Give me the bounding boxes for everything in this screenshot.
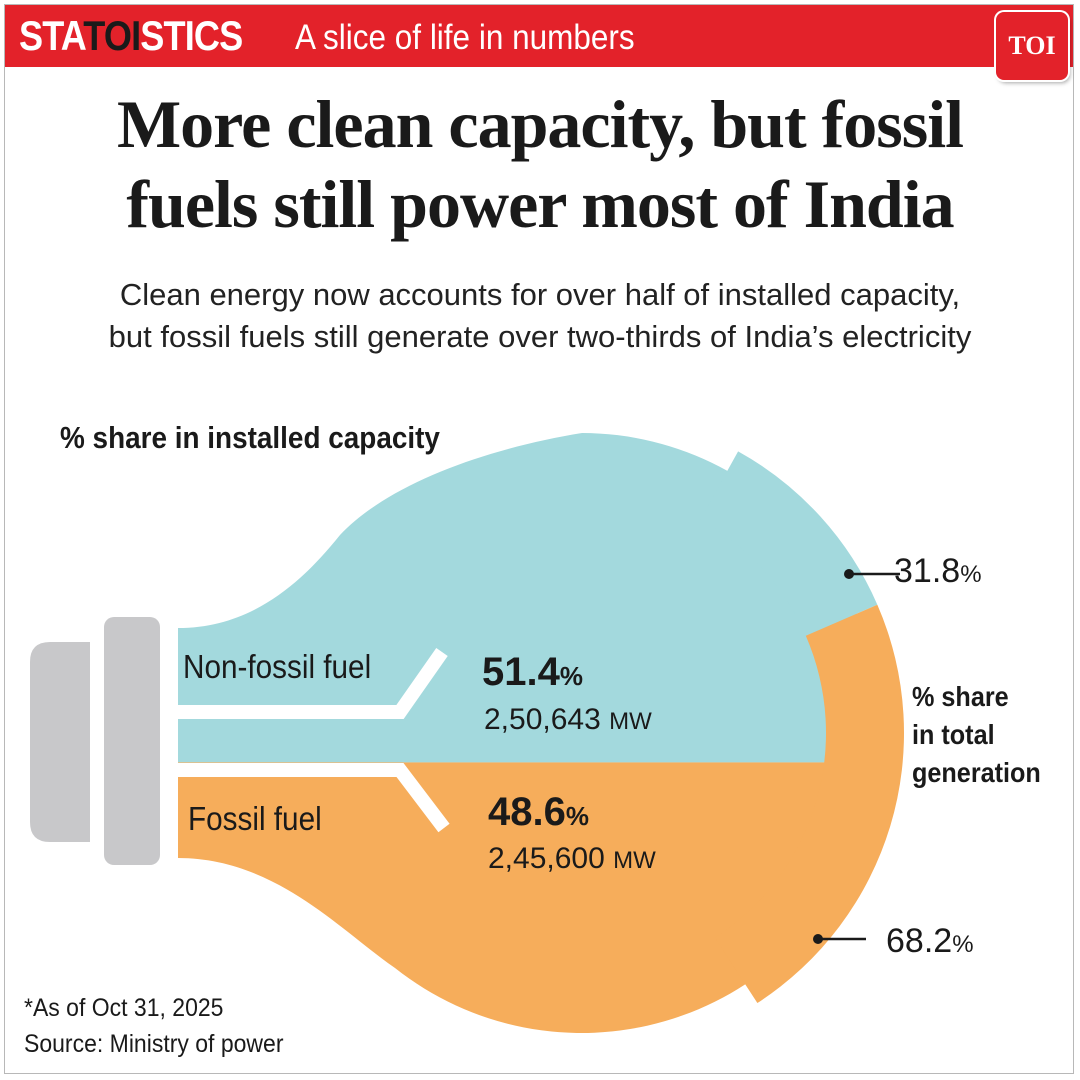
fossil-label: Fossil fuel xyxy=(188,800,322,837)
generation-chart-title: % share in total generation xyxy=(912,678,1041,792)
generation-title-line-1: % share xyxy=(912,681,1009,712)
arc-slice-fossil xyxy=(714,604,904,1004)
subtitle-line-1: Clean energy now accounts for over half … xyxy=(119,277,961,312)
frame xyxy=(4,4,1074,1074)
fossil-percent-sign: % xyxy=(565,801,589,831)
non-fossil-capacity: 2,50,643 MW xyxy=(484,703,652,737)
fossil-percent-value: 48.6 xyxy=(488,790,566,834)
brand-prefix: STA xyxy=(19,12,84,59)
non-fossil-percent-sign: % xyxy=(559,661,583,691)
fossil-capacity-value: 2,45,600 xyxy=(488,842,605,875)
page-subtitle: Clean energy now accounts for over half … xyxy=(0,274,1080,358)
generation-fossil-number: 68.2 xyxy=(886,922,953,960)
toi-badge-logo: TOI xyxy=(996,12,1068,80)
generation-non-fossil-value: 31.8% xyxy=(894,552,982,591)
generation-non-fossil-number: 31.8 xyxy=(894,552,961,590)
non-fossil-percent: 51.4% xyxy=(482,650,583,695)
generation-title-line-2: in total xyxy=(912,719,995,750)
non-fossil-percent-value: 51.4 xyxy=(482,650,560,694)
subtitle-line-2: but fossil fuels still generate over two… xyxy=(108,319,972,354)
non-fossil-capacity-value: 2,50,643 xyxy=(484,703,601,736)
footnote-date: *As of Oct 31, 2025 xyxy=(24,994,224,1022)
leader-lines xyxy=(813,569,900,944)
non-fossil-label: Non-fossil fuel xyxy=(183,648,372,685)
arc-slice-non-fossil xyxy=(700,451,878,636)
brand-toi: TOI xyxy=(83,12,141,59)
generation-fossil-sign: % xyxy=(952,931,974,958)
capacity-chart-title: % share in installed capacity xyxy=(60,420,440,455)
generation-title-line-3: generation xyxy=(912,757,1041,788)
bulb-cap xyxy=(30,642,90,842)
filament-upper xyxy=(178,647,448,719)
tagline: A slice of life in numbers xyxy=(295,18,635,57)
fossil-capacity-unit: MW xyxy=(613,847,656,874)
non-fossil-capacity-unit: MW xyxy=(609,708,652,735)
brand-logo: STATOISTICS xyxy=(19,11,243,61)
brand-suffix: STICS xyxy=(140,12,243,59)
generation-non-fossil-sign: % xyxy=(960,561,982,588)
footnote-source: Source: Ministry of power xyxy=(24,1030,284,1058)
fossil-capacity: 2,45,600 MW xyxy=(488,842,656,876)
title-line-1: More clean capacity, but fossil xyxy=(117,86,964,162)
header-bar: STATOISTICS A slice of life in numbers xyxy=(5,5,1073,67)
generation-fossil-value: 68.2% xyxy=(886,922,974,961)
bulb-collar xyxy=(104,617,160,865)
fossil-percent: 48.6% xyxy=(488,790,589,835)
footnote: *As of Oct 31, 2025 Source: Ministry of … xyxy=(24,990,283,1062)
bulb-base xyxy=(30,617,160,865)
title-line-2: fuels still power most of India xyxy=(126,166,954,242)
generation-arc-chart xyxy=(700,451,904,1004)
page-title: More clean capacity, but fossil fuels st… xyxy=(0,84,1080,244)
filament-lower xyxy=(178,763,450,833)
